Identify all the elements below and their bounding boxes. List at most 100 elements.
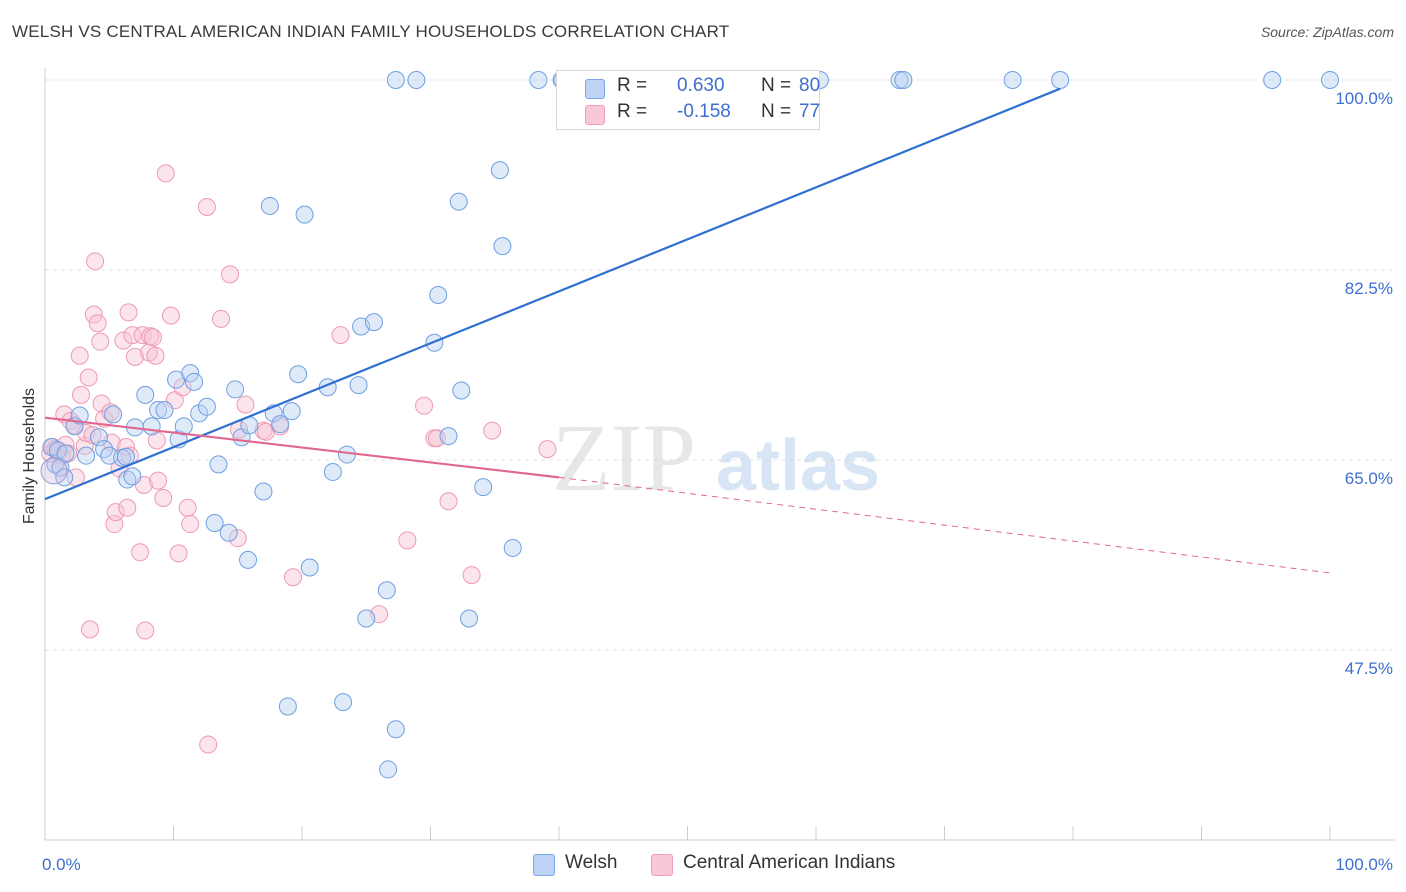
point-welsh-67 [503, 538, 522, 557]
point-welsh-19 [142, 417, 161, 436]
point-central-american-indians-17 [83, 426, 102, 445]
source-label[interactable]: Source: ZipAtlas.com [1260, 24, 1394, 40]
legend-label-central-american-indians: Central American Indians [683, 852, 896, 873]
point-welsh-57 [407, 71, 426, 89]
point-welsh-53 [377, 581, 396, 600]
point-welsh-16 [123, 467, 142, 486]
axes [44, 68, 1395, 841]
point-welsh-4 [55, 468, 74, 487]
point-welsh-31 [219, 523, 238, 542]
point-central-american-indians-24 [101, 403, 120, 422]
point-central-american-indians-65 [331, 326, 350, 345]
point-central-american-indians-43 [146, 346, 165, 365]
point-welsh-76 [894, 71, 913, 89]
point-welsh-7 [70, 406, 89, 425]
legend-swatch-welsh [585, 79, 605, 99]
point-welsh-55 [386, 720, 405, 739]
point-welsh-42 [289, 365, 308, 384]
point-central-american-indians-34 [123, 326, 142, 345]
point-central-american-indians-21 [91, 332, 110, 351]
point-central-american-indians-42 [143, 328, 162, 347]
point-central-american-indians-39 [136, 621, 155, 640]
point-central-american-indians-35 [125, 347, 144, 366]
point-central-american-indians-29 [114, 331, 133, 350]
y-tick-labels: 47.5% 65.0% 82.5% 100.0% [1335, 89, 1393, 678]
point-welsh-43 [295, 205, 314, 224]
x-tick-label-max: 100.0% [1335, 855, 1393, 874]
point-central-american-indians-64 [284, 568, 303, 587]
point-welsh-18 [136, 385, 155, 404]
point-welsh-80 [1321, 71, 1339, 89]
point-welsh-79 [1263, 71, 1282, 89]
point-welsh-27 [190, 404, 209, 423]
point-welsh-34 [239, 550, 258, 569]
point-welsh-26 [185, 372, 204, 391]
y-tick-label-2: 82.5% [1345, 279, 1393, 298]
point-welsh-30 [209, 455, 228, 474]
point-welsh-12 [104, 405, 123, 424]
point-central-american-indians-50 [169, 544, 188, 563]
point-welsh-56 [386, 71, 405, 89]
point-central-american-indians-54 [197, 198, 216, 217]
point-welsh-20 [149, 401, 168, 420]
point-welsh-8 [77, 446, 96, 465]
point-central-american-indians-47 [156, 164, 175, 183]
point-welsh-14 [116, 447, 135, 466]
y-tick-label-1: 65.0% [1345, 469, 1393, 488]
point-central-american-indians-68 [415, 396, 434, 415]
point-central-american-indians-56 [212, 309, 231, 328]
point-central-american-indians-48 [161, 306, 180, 325]
point-central-american-indians-45 [149, 471, 168, 490]
point-welsh-36 [254, 482, 273, 501]
point-welsh-68 [529, 71, 548, 89]
point-central-american-indians-15 [79, 368, 98, 387]
point-welsh-49 [349, 376, 368, 395]
legend-swatch-central-american-indians [585, 105, 605, 125]
legend-n-label: N = [761, 101, 792, 122]
point-central-american-indians-18 [84, 305, 103, 324]
point-welsh-75 [890, 71, 909, 89]
point-central-american-indians-12 [71, 385, 90, 404]
point-central-american-indians-55 [199, 735, 218, 754]
point-welsh-15 [118, 470, 137, 489]
legend-n-label: N = [761, 75, 792, 96]
point-welsh-25 [181, 364, 200, 383]
point-welsh-66 [493, 237, 512, 256]
legend-n-value-welsh: 80 [799, 75, 821, 96]
point-welsh-54 [379, 760, 398, 779]
point-central-american-indians-57 [221, 265, 240, 284]
x-tick-label-min: 0.0% [42, 855, 81, 874]
trend-line-central-american-indians-extension [558, 476, 1331, 574]
point-welsh-59 [429, 285, 448, 304]
point-welsh-39 [271, 415, 290, 434]
point-central-american-indians-19 [86, 252, 105, 271]
point-central-american-indians-53 [181, 515, 200, 534]
trend-line-central-american-indians [44, 416, 560, 479]
watermark-zip: ZIP [552, 404, 696, 511]
point-central-american-indians-52 [178, 498, 197, 517]
point-central-american-indians-51 [173, 378, 192, 397]
point-welsh-9 [89, 428, 108, 447]
point-welsh-63 [460, 609, 479, 628]
point-welsh-29 [205, 513, 224, 532]
point-central-american-indians-58 [228, 529, 247, 548]
point-central-american-indians-46 [154, 489, 173, 507]
point-central-american-indians-44 [147, 431, 166, 450]
stats-legend: R = 0.630 N = 80 R = -0.158 N = 77 [556, 70, 820, 130]
legend-r-value-central-american-indians: -0.158 [677, 101, 731, 122]
trend-line-welsh [44, 87, 1061, 501]
point-central-american-indians-70 [427, 429, 446, 448]
point-welsh-41 [282, 402, 301, 421]
point-welsh-65 [490, 161, 509, 180]
point-welsh-62 [452, 381, 471, 400]
point-welsh-78 [1051, 71, 1070, 89]
point-welsh-37 [260, 196, 279, 215]
point-central-american-indians-20 [88, 314, 107, 333]
point-welsh-48 [337, 445, 356, 464]
legend-r-label: R = [617, 75, 648, 96]
point-central-american-indians-27 [106, 503, 125, 522]
trend-lines [44, 87, 1331, 574]
legend-r-value-welsh: 0.630 [677, 75, 725, 96]
point-central-american-indians-60 [236, 395, 255, 414]
